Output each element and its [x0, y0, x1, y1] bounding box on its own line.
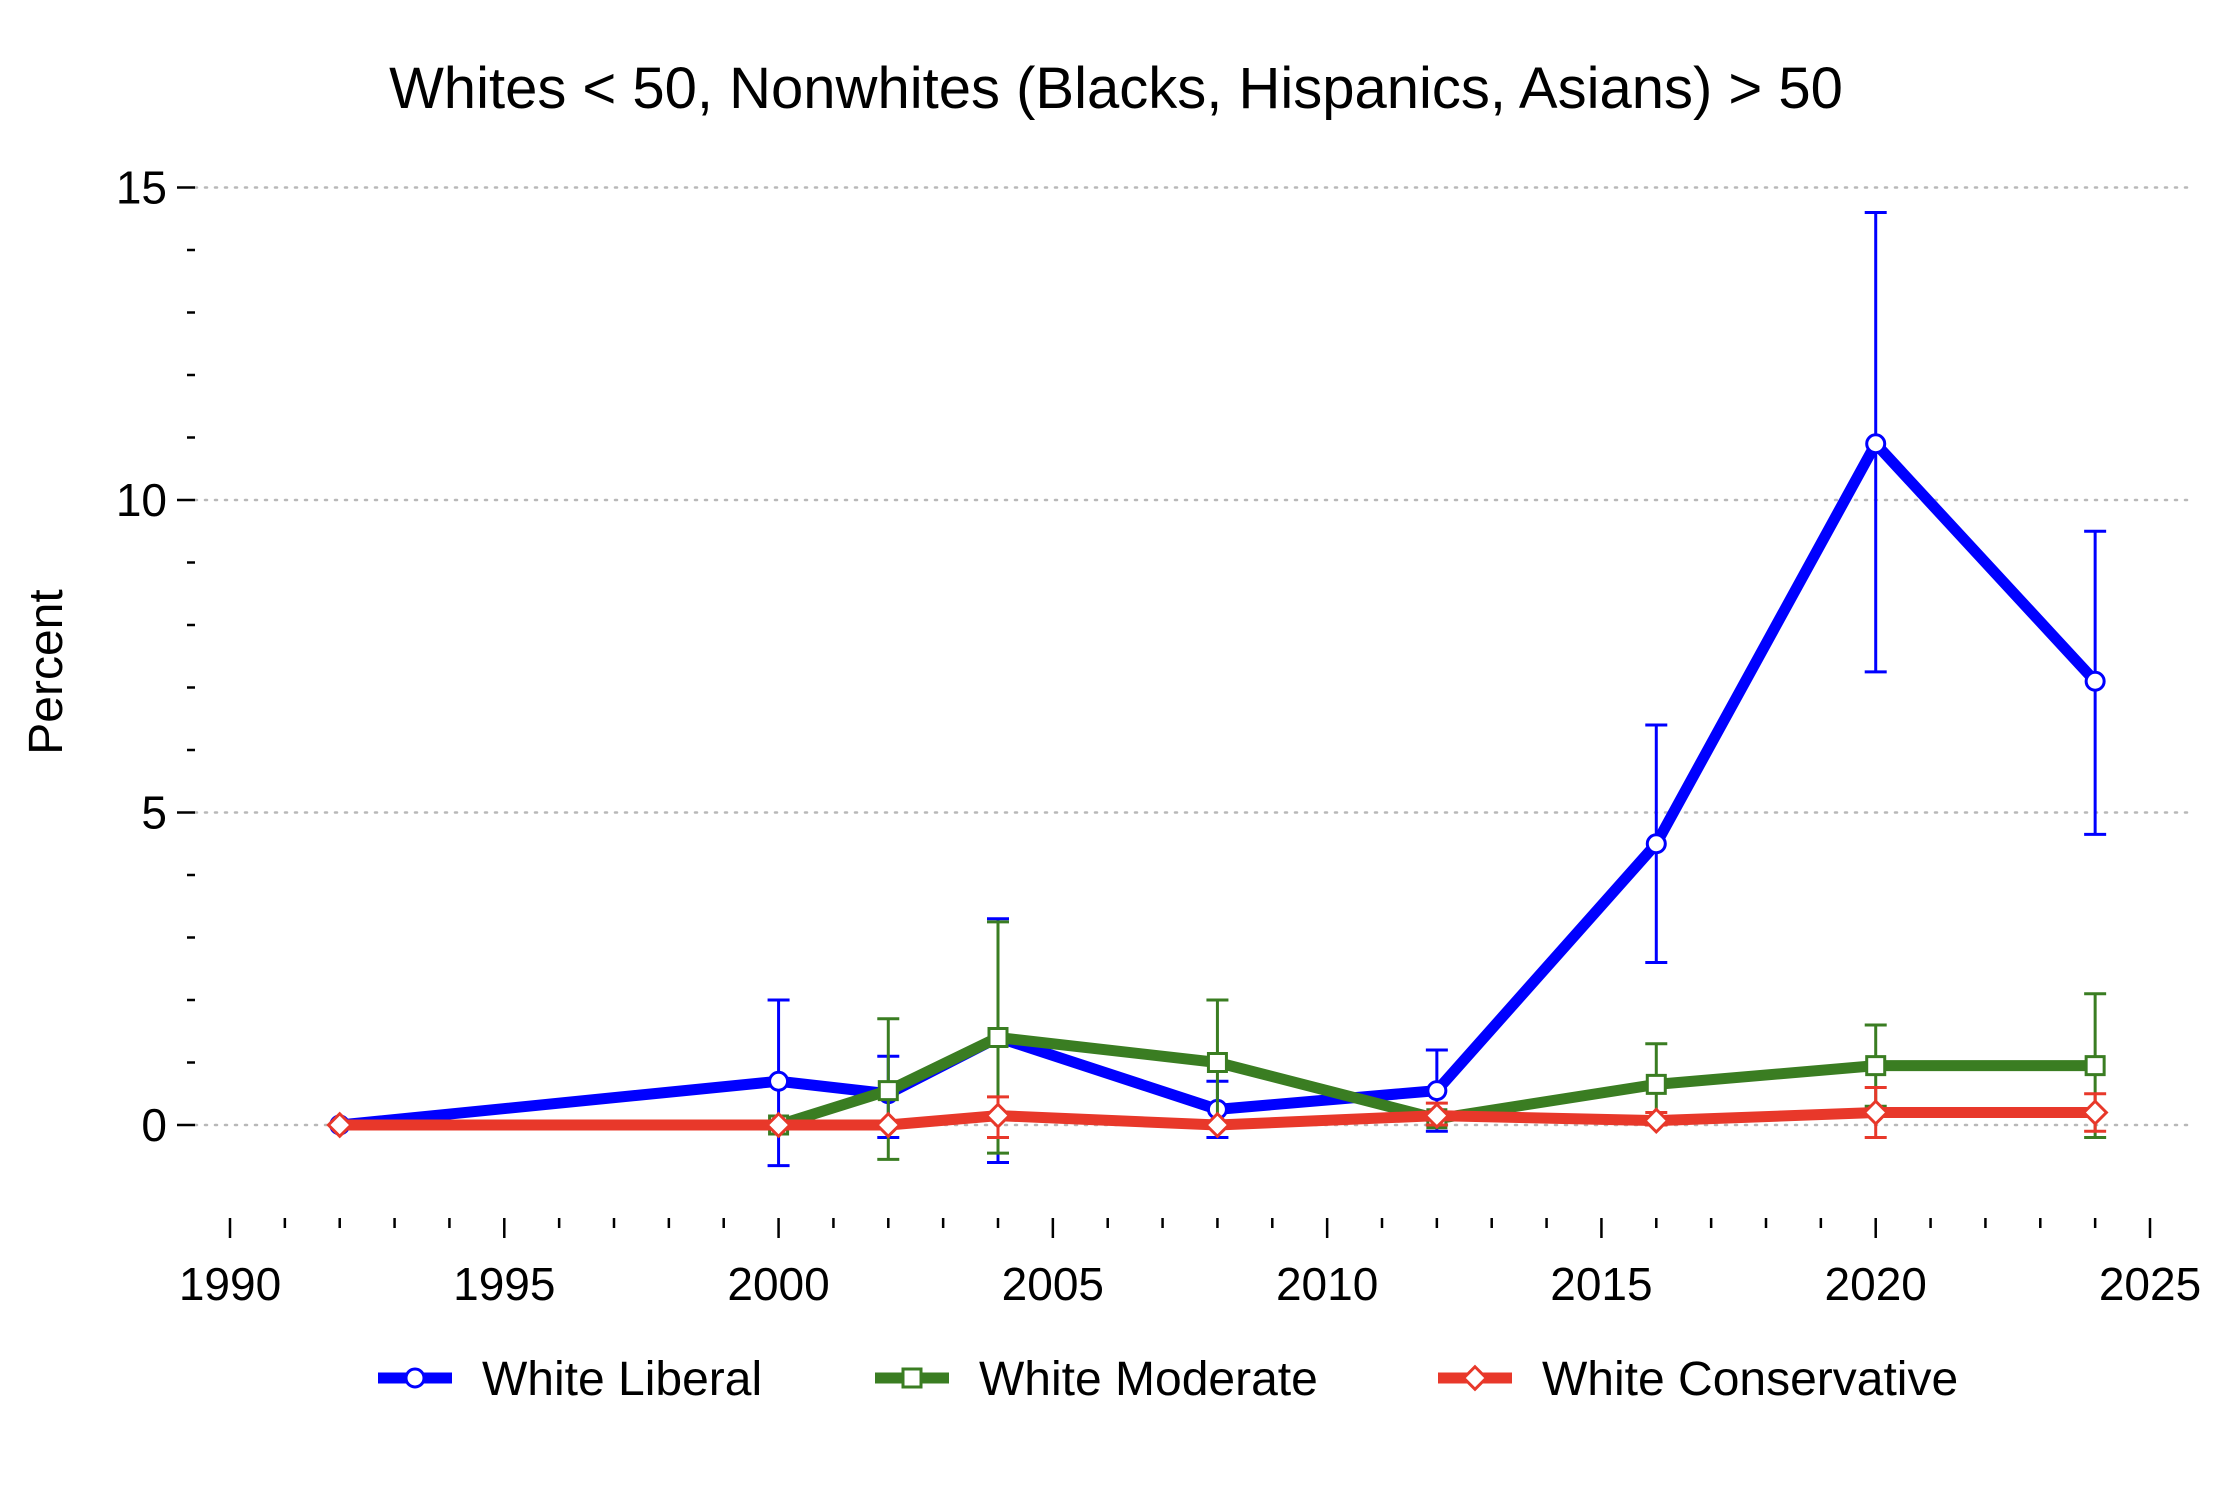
data-point [1204, 1111, 1231, 1139]
data-point [1865, 1055, 1887, 1077]
data-point [1645, 833, 1667, 855]
data-point [1642, 1107, 1670, 1134]
data-point [2081, 1099, 2109, 1126]
data-point [987, 1027, 1009, 1048]
legend-item-white-conservative: White Conservative [1438, 1353, 1958, 1406]
series-white-conservative [326, 1086, 2109, 1139]
data-point [874, 1111, 902, 1139]
data-point [2084, 1055, 2106, 1077]
y-tick-label: 15 [116, 162, 167, 214]
data-point [1426, 1080, 1448, 1102]
legend-item-white-moderate: White Moderate [875, 1353, 1318, 1406]
data-point [1862, 1099, 1890, 1126]
data-point [877, 1080, 899, 1102]
data-point [2084, 670, 2106, 692]
gridlines [193, 186, 2192, 1127]
legend-marker [901, 1367, 923, 1389]
data-point [1423, 1102, 1451, 1129]
legend-marker [404, 1367, 426, 1389]
data-point [1645, 1073, 1667, 1095]
data-point [984, 1102, 1012, 1129]
legend-item-white-liberal: White Liberal [378, 1353, 762, 1406]
y-tick-label: 5 [141, 787, 167, 839]
legend-label: White Moderate [979, 1353, 1318, 1406]
y-tick-label: 10 [116, 474, 167, 526]
axes: 0 5 10 15 1990 1995 2000 2005 2010 2015 2020 2025 [116, 162, 2201, 1311]
x-tick-label: 2000 [727, 1258, 829, 1310]
x-tick-label: 2015 [1550, 1258, 1652, 1310]
legend: White Liberal White Moderate White Conserv… [378, 1353, 1958, 1406]
chart-title: Whites < 50, Nonwhites (Blacks, Hispanic… [389, 56, 1843, 121]
x-tick-label: 1995 [453, 1258, 555, 1310]
data-point [768, 1070, 790, 1092]
data-point [1206, 1052, 1228, 1073]
y-axis-label: Percent [20, 589, 73, 754]
data-point [326, 1111, 354, 1139]
x-tick-label: 1990 [179, 1258, 281, 1310]
series-layer [326, 211, 2109, 1168]
legend-label: White Liberal [482, 1353, 762, 1406]
legend-label: White Conservative [1542, 1353, 1958, 1406]
x-tick-label: 2005 [1002, 1258, 1104, 1310]
x-tick-label: 2020 [1825, 1258, 1927, 1310]
data-point [765, 1111, 792, 1139]
x-tick-label: 2025 [2099, 1258, 2201, 1310]
series-line [773, 1032, 2101, 1131]
x-tick-label: 2010 [1276, 1258, 1378, 1310]
legend-marker [1461, 1364, 1489, 1392]
data-point [1865, 433, 1887, 455]
y-tick-label: 0 [141, 1099, 167, 1151]
